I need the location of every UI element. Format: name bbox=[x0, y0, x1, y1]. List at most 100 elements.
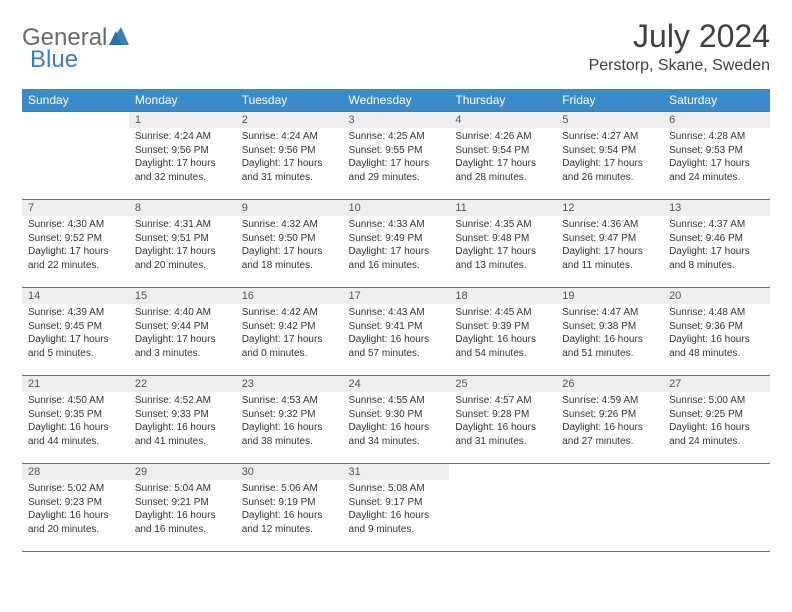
logo-icon bbox=[109, 24, 129, 52]
sunset: Sunset: 9:30 PM bbox=[349, 408, 444, 422]
daylight-1: Daylight: 16 hours bbox=[455, 333, 550, 347]
sunset: Sunset: 9:55 PM bbox=[349, 144, 444, 158]
sunrise: Sunrise: 4:45 AM bbox=[455, 306, 550, 320]
daylight-1: Daylight: 16 hours bbox=[669, 333, 764, 347]
day-number: 22 bbox=[129, 376, 236, 392]
daylight-2: and 3 minutes. bbox=[135, 347, 230, 361]
daylight-2: and 11 minutes. bbox=[562, 259, 657, 273]
daylight-2: and 0 minutes. bbox=[242, 347, 337, 361]
day-number: 29 bbox=[129, 464, 236, 480]
daylight-1: Daylight: 16 hours bbox=[135, 509, 230, 523]
day-number: 10 bbox=[343, 200, 450, 216]
daylight-1: Daylight: 16 hours bbox=[349, 421, 444, 435]
daylight-1: Daylight: 17 hours bbox=[349, 157, 444, 171]
day-body: Sunrise: 4:55 AMSunset: 9:30 PMDaylight:… bbox=[343, 392, 450, 452]
sunrise: Sunrise: 4:36 AM bbox=[562, 218, 657, 232]
day-cell: 28Sunrise: 5:02 AMSunset: 9:23 PMDayligh… bbox=[22, 464, 129, 552]
daylight-2: and 44 minutes. bbox=[28, 435, 123, 449]
dow-row: Sunday Monday Tuesday Wednesday Thursday… bbox=[22, 89, 770, 112]
day-cell: 29Sunrise: 5:04 AMSunset: 9:21 PMDayligh… bbox=[129, 464, 236, 552]
sunset: Sunset: 9:23 PM bbox=[28, 496, 123, 510]
daylight-1: Daylight: 17 hours bbox=[349, 245, 444, 259]
sunrise: Sunrise: 4:52 AM bbox=[135, 394, 230, 408]
sunset: Sunset: 9:39 PM bbox=[455, 320, 550, 334]
daylight-2: and 38 minutes. bbox=[242, 435, 337, 449]
daylight-2: and 5 minutes. bbox=[28, 347, 123, 361]
header: General July 2024 Perstorp, Skane, Swede… bbox=[22, 18, 770, 75]
daylight-1: Daylight: 16 hours bbox=[28, 509, 123, 523]
day-body: Sunrise: 4:52 AMSunset: 9:33 PMDaylight:… bbox=[129, 392, 236, 452]
day-cell: 14Sunrise: 4:39 AMSunset: 9:45 PMDayligh… bbox=[22, 288, 129, 376]
daylight-2: and 51 minutes. bbox=[562, 347, 657, 361]
sunset: Sunset: 9:25 PM bbox=[669, 408, 764, 422]
daylight-2: and 54 minutes. bbox=[455, 347, 550, 361]
day-cell: 12Sunrise: 4:36 AMSunset: 9:47 PMDayligh… bbox=[556, 200, 663, 288]
day-cell: 9Sunrise: 4:32 AMSunset: 9:50 PMDaylight… bbox=[236, 200, 343, 288]
dow-sunday: Sunday bbox=[22, 89, 129, 112]
week-row: 28Sunrise: 5:02 AMSunset: 9:23 PMDayligh… bbox=[22, 464, 770, 552]
day-cell: 13Sunrise: 4:37 AMSunset: 9:46 PMDayligh… bbox=[663, 200, 770, 288]
sunrise: Sunrise: 4:28 AM bbox=[669, 130, 764, 144]
day-number: 4 bbox=[449, 112, 556, 128]
sunrise: Sunrise: 4:43 AM bbox=[349, 306, 444, 320]
daylight-1: Daylight: 16 hours bbox=[669, 421, 764, 435]
day-body: Sunrise: 4:37 AMSunset: 9:46 PMDaylight:… bbox=[663, 216, 770, 276]
day-number: 17 bbox=[343, 288, 450, 304]
sunset: Sunset: 9:35 PM bbox=[28, 408, 123, 422]
day-cell: 20Sunrise: 4:48 AMSunset: 9:36 PMDayligh… bbox=[663, 288, 770, 376]
day-number: 30 bbox=[236, 464, 343, 480]
sunrise: Sunrise: 4:24 AM bbox=[135, 130, 230, 144]
sunset: Sunset: 9:48 PM bbox=[455, 232, 550, 246]
sunrise: Sunrise: 5:06 AM bbox=[242, 482, 337, 496]
title-block: July 2024 Perstorp, Skane, Sweden bbox=[589, 18, 770, 75]
day-body: Sunrise: 4:24 AMSunset: 9:56 PMDaylight:… bbox=[236, 128, 343, 188]
sunrise: Sunrise: 4:33 AM bbox=[349, 218, 444, 232]
daylight-2: and 18 minutes. bbox=[242, 259, 337, 273]
sunset: Sunset: 9:45 PM bbox=[28, 320, 123, 334]
day-cell: 19Sunrise: 4:47 AMSunset: 9:38 PMDayligh… bbox=[556, 288, 663, 376]
sunset: Sunset: 9:46 PM bbox=[669, 232, 764, 246]
day-cell: 10Sunrise: 4:33 AMSunset: 9:49 PMDayligh… bbox=[343, 200, 450, 288]
sunrise: Sunrise: 4:24 AM bbox=[242, 130, 337, 144]
daylight-1: Daylight: 17 hours bbox=[242, 333, 337, 347]
sunset: Sunset: 9:36 PM bbox=[669, 320, 764, 334]
day-body: Sunrise: 4:26 AMSunset: 9:54 PMDaylight:… bbox=[449, 128, 556, 188]
sunrise: Sunrise: 4:48 AM bbox=[669, 306, 764, 320]
day-cell: 5Sunrise: 4:27 AMSunset: 9:54 PMDaylight… bbox=[556, 112, 663, 200]
daylight-2: and 20 minutes. bbox=[135, 259, 230, 273]
dow-monday: Monday bbox=[129, 89, 236, 112]
day-number: 27 bbox=[663, 376, 770, 392]
day-number: 28 bbox=[22, 464, 129, 480]
daylight-2: and 27 minutes. bbox=[562, 435, 657, 449]
sunset: Sunset: 9:44 PM bbox=[135, 320, 230, 334]
sunrise: Sunrise: 4:27 AM bbox=[562, 130, 657, 144]
day-number: 6 bbox=[663, 112, 770, 128]
day-cell: 26Sunrise: 4:59 AMSunset: 9:26 PMDayligh… bbox=[556, 376, 663, 464]
sunrise: Sunrise: 4:42 AM bbox=[242, 306, 337, 320]
sunrise: Sunrise: 4:37 AM bbox=[669, 218, 764, 232]
day-cell: 17Sunrise: 4:43 AMSunset: 9:41 PMDayligh… bbox=[343, 288, 450, 376]
day-body: Sunrise: 4:33 AMSunset: 9:49 PMDaylight:… bbox=[343, 216, 450, 276]
day-number: 15 bbox=[129, 288, 236, 304]
day-body: Sunrise: 4:43 AMSunset: 9:41 PMDaylight:… bbox=[343, 304, 450, 364]
daylight-1: Daylight: 17 hours bbox=[135, 333, 230, 347]
sunrise: Sunrise: 5:08 AM bbox=[349, 482, 444, 496]
day-cell: 21Sunrise: 4:50 AMSunset: 9:35 PMDayligh… bbox=[22, 376, 129, 464]
day-body: Sunrise: 4:24 AMSunset: 9:56 PMDaylight:… bbox=[129, 128, 236, 188]
day-cell: 30Sunrise: 5:06 AMSunset: 9:19 PMDayligh… bbox=[236, 464, 343, 552]
dow-thursday: Thursday bbox=[449, 89, 556, 112]
day-cell: 16Sunrise: 4:42 AMSunset: 9:42 PMDayligh… bbox=[236, 288, 343, 376]
daylight-2: and 16 minutes. bbox=[349, 259, 444, 273]
day-body: Sunrise: 5:00 AMSunset: 9:25 PMDaylight:… bbox=[663, 392, 770, 452]
day-number: 31 bbox=[343, 464, 450, 480]
sunset: Sunset: 9:38 PM bbox=[562, 320, 657, 334]
day-cell: 31Sunrise: 5:08 AMSunset: 9:17 PMDayligh… bbox=[343, 464, 450, 552]
daylight-2: and 31 minutes. bbox=[455, 435, 550, 449]
daylight-2: and 20 minutes. bbox=[28, 523, 123, 537]
daylight-2: and 34 minutes. bbox=[349, 435, 444, 449]
daylight-1: Daylight: 17 hours bbox=[669, 245, 764, 259]
day-cell: 15Sunrise: 4:40 AMSunset: 9:44 PMDayligh… bbox=[129, 288, 236, 376]
day-number: 9 bbox=[236, 200, 343, 216]
sunset: Sunset: 9:54 PM bbox=[455, 144, 550, 158]
day-number: 14 bbox=[22, 288, 129, 304]
